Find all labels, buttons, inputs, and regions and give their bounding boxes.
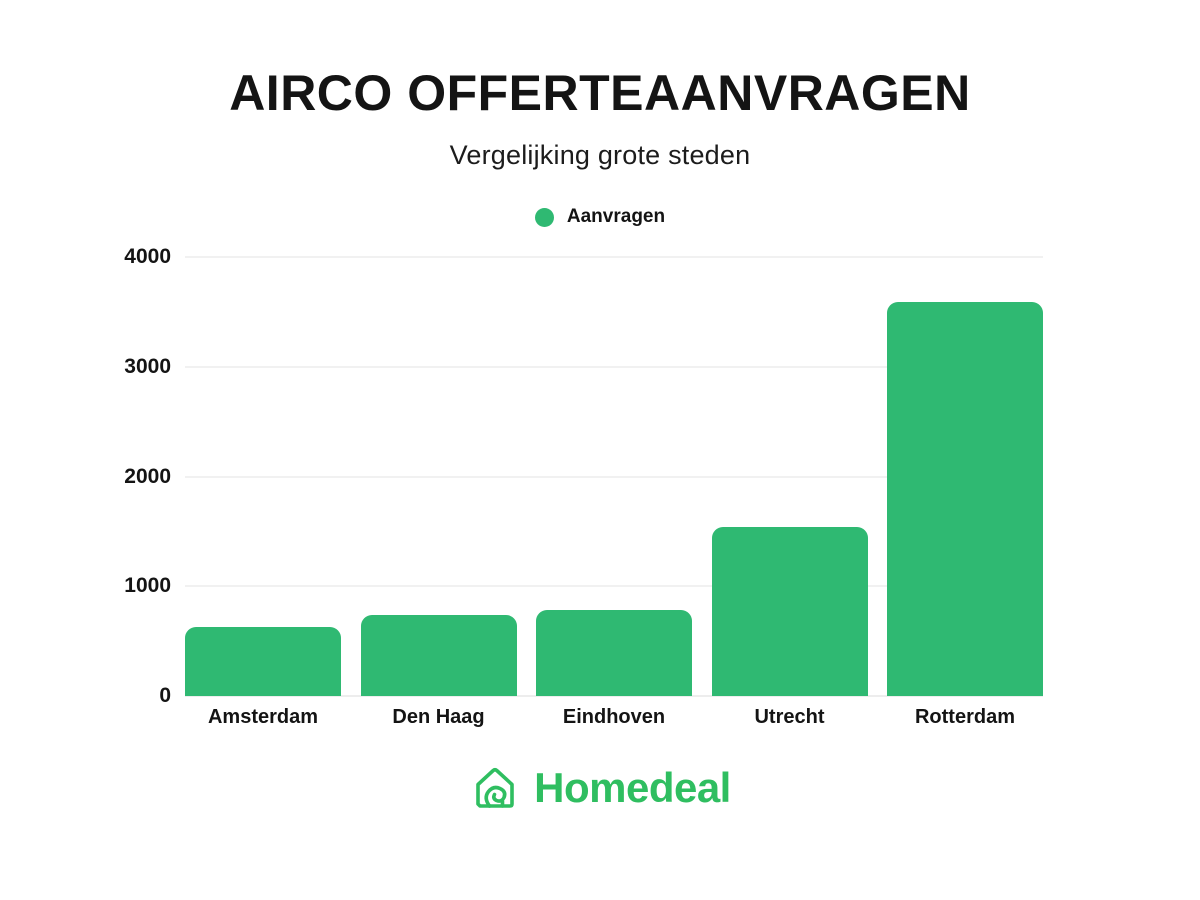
legend-dot-icon	[534, 207, 554, 227]
homedeal-house-icon	[476, 767, 514, 808]
bar-amsterdam	[185, 626, 341, 696]
legend: Aanvragen	[0, 206, 1200, 228]
x-label-amsterdam: Amsterdam	[207, 706, 319, 728]
y-tick-3000: 3000	[124, 354, 171, 378]
bar-rotterdam	[887, 302, 1043, 696]
x-label-den-haag: Den Haag	[392, 706, 485, 728]
gridline-0	[185, 695, 1043, 697]
gridline-3000	[185, 365, 1043, 368]
legend-label: Aanvragen	[566, 206, 666, 227]
y-tick-4000: 4000	[124, 245, 171, 268]
y-tick-2000: 2000	[124, 464, 171, 488]
y-tick-1000: 1000	[124, 574, 171, 598]
gridline-1000	[185, 585, 1043, 588]
page-subtitle: Vergelijking grote steden	[449, 140, 751, 170]
homedeal-wordmark: Homedeal	[534, 764, 731, 811]
bar-eindhoven	[536, 610, 692, 696]
gridline-4000	[185, 256, 1043, 258]
x-label-utrecht: Utrecht	[754, 706, 825, 728]
x-label-rotterdam: Rotterdam	[914, 706, 1015, 728]
x-label-eindhoven: Eindhoven	[562, 706, 666, 728]
y-tick-0: 0	[159, 684, 171, 707]
bar-chart: 0 1000 2000 3000 4000 Amsterdam Den Haag Eindho…	[124, 245, 1043, 728]
bar-den-haag	[360, 614, 517, 696]
gridline-2000	[185, 475, 1043, 478]
page-title: AIRCO OFFERTEAANVRAGEN	[229, 65, 971, 121]
footer-brand: Homedeal	[0, 762, 1200, 814]
bar-utrecht	[711, 527, 868, 696]
